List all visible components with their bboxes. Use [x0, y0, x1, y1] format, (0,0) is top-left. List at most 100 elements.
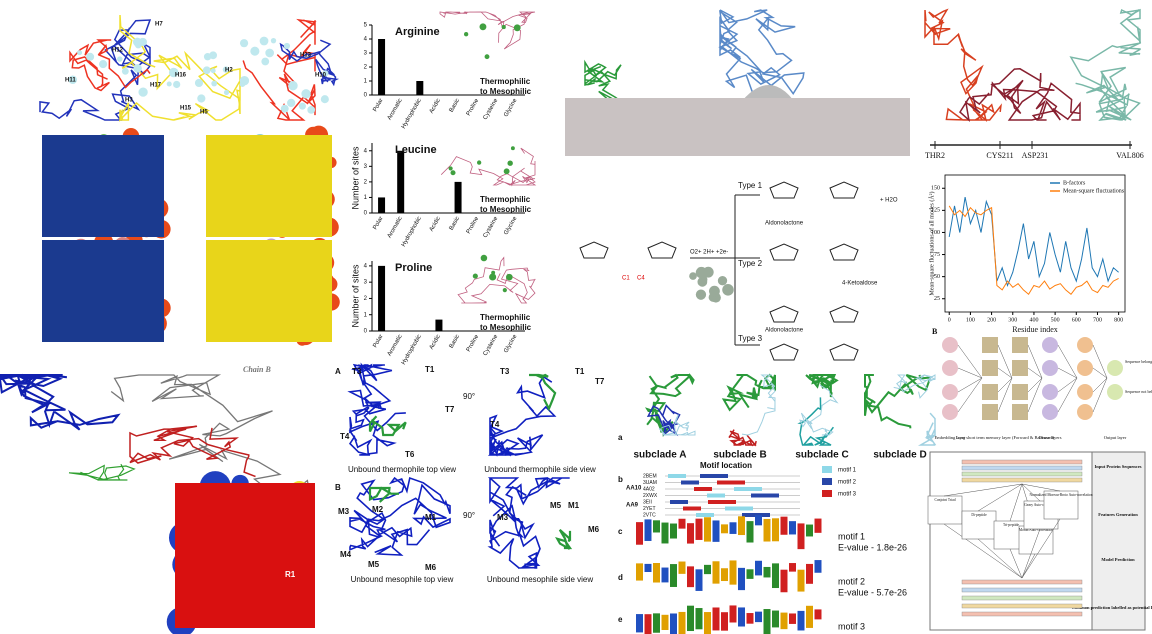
- surface: [194, 78, 204, 88]
- label: motif 2: [838, 576, 865, 586]
- surface: [322, 70, 329, 77]
- layer-unit: [1042, 337, 1058, 353]
- sugar-ring: [829, 181, 859, 199]
- decoration: [42, 240, 164, 342]
- arrow: [1009, 548, 1023, 579]
- label: H17: [150, 83, 162, 89]
- layer-unit: [1012, 337, 1028, 353]
- surface: [709, 285, 720, 297]
- protein-cartoon: [0, 373, 121, 431]
- layer-unit: [1077, 404, 1093, 420]
- connection: [1057, 344, 1078, 379]
- surface: [283, 42, 291, 50]
- sequence-logo: [721, 612, 728, 631]
- surface: [287, 98, 296, 108]
- surface: [506, 273, 513, 281]
- connection: [1027, 367, 1043, 379]
- connection: [1027, 377, 1043, 393]
- protein-cartoon: [368, 415, 407, 437]
- prediction-bar: [961, 579, 1083, 585]
- y-tick-label: 75: [934, 252, 940, 258]
- layer-unit: [1107, 384, 1123, 400]
- surface: [261, 57, 270, 66]
- surface: [484, 54, 490, 60]
- surface: [173, 80, 181, 89]
- connection: [1057, 367, 1078, 379]
- surface: [503, 168, 510, 175]
- y-tick-label: 3: [364, 164, 368, 170]
- label: M5: [550, 501, 562, 510]
- y-tick-label: 1: [364, 312, 368, 318]
- label: b: [618, 475, 623, 484]
- surface: [68, 75, 78, 85]
- surface: [168, 67, 179, 78]
- label: c: [618, 527, 623, 536]
- protein-cartoon: [959, 68, 1081, 122]
- sequence-logo: [670, 613, 677, 634]
- label: H2: [225, 68, 233, 74]
- arrow: [1009, 483, 1023, 522]
- sequence-logo: [814, 609, 822, 620]
- connection: [1027, 344, 1043, 379]
- connection: [997, 344, 1013, 379]
- surface: [477, 160, 482, 165]
- surface: [489, 273, 497, 281]
- arrow: [1021, 518, 1061, 579]
- connection: [957, 367, 983, 379]
- sequence-logo: [738, 607, 745, 627]
- y-axis-label: Mean-square fluctuations of all modes (Å…: [927, 192, 935, 296]
- surface: [209, 51, 218, 60]
- x-tick-label: 800: [1114, 317, 1123, 323]
- connection: [1027, 377, 1043, 413]
- layer-unit: [942, 384, 958, 400]
- annotation: to Mesophilic: [480, 205, 532, 214]
- layer-unit: [1012, 360, 1028, 376]
- caption: Unbound mesophile top view: [351, 575, 454, 584]
- x-tick-label: 500: [1051, 317, 1060, 323]
- label: subclade B: [713, 450, 766, 461]
- surface: [298, 102, 306, 110]
- sequence-logo: [721, 568, 728, 582]
- sugar-ring: [579, 241, 609, 259]
- connection: [997, 377, 1013, 393]
- label: Embedding layer: [935, 435, 966, 440]
- connection: [1092, 367, 1108, 379]
- rotation: 90°: [463, 511, 475, 520]
- surface: [197, 94, 206, 103]
- y-tick-label: 5: [364, 23, 368, 29]
- label: M4: [340, 550, 352, 559]
- surface: [463, 32, 469, 37]
- connection: [997, 377, 1013, 413]
- caption: Unbound thermophile top view: [348, 465, 456, 474]
- feature-box: [961, 510, 997, 540]
- layer-unit: [982, 384, 998, 400]
- surface: [77, 50, 83, 56]
- bar: [378, 197, 386, 213]
- sequence-bar: [961, 465, 1083, 471]
- sugar-ring: [829, 243, 859, 261]
- surface: [239, 81, 246, 87]
- label: M2: [372, 505, 384, 514]
- y-tick-label: 125: [931, 208, 940, 214]
- label: T1: [425, 365, 435, 374]
- protein-cartoon: [718, 9, 805, 97]
- layer-unit: [942, 404, 958, 420]
- x-tick-label: 400: [1029, 317, 1038, 323]
- y-tick-label: 25: [934, 296, 940, 302]
- label: H16: [175, 73, 187, 79]
- surface: [222, 66, 230, 73]
- sequence-logo: [661, 614, 669, 630]
- protein-cartoon: [487, 477, 570, 569]
- sequence-logo: [814, 560, 822, 573]
- y-tick-label: 1: [364, 79, 368, 85]
- reagents: O2+ 2H+ +2e-: [690, 250, 728, 256]
- product: 4-Ketoaldose: [842, 281, 878, 287]
- label: M3: [338, 507, 350, 516]
- legend-label: B-factors: [1063, 179, 1086, 186]
- plot-frame: [944, 174, 1126, 313]
- label: H5: [200, 110, 208, 116]
- sequence-logo: [789, 613, 796, 624]
- surface: [210, 68, 216, 74]
- layer-unit: [982, 404, 998, 420]
